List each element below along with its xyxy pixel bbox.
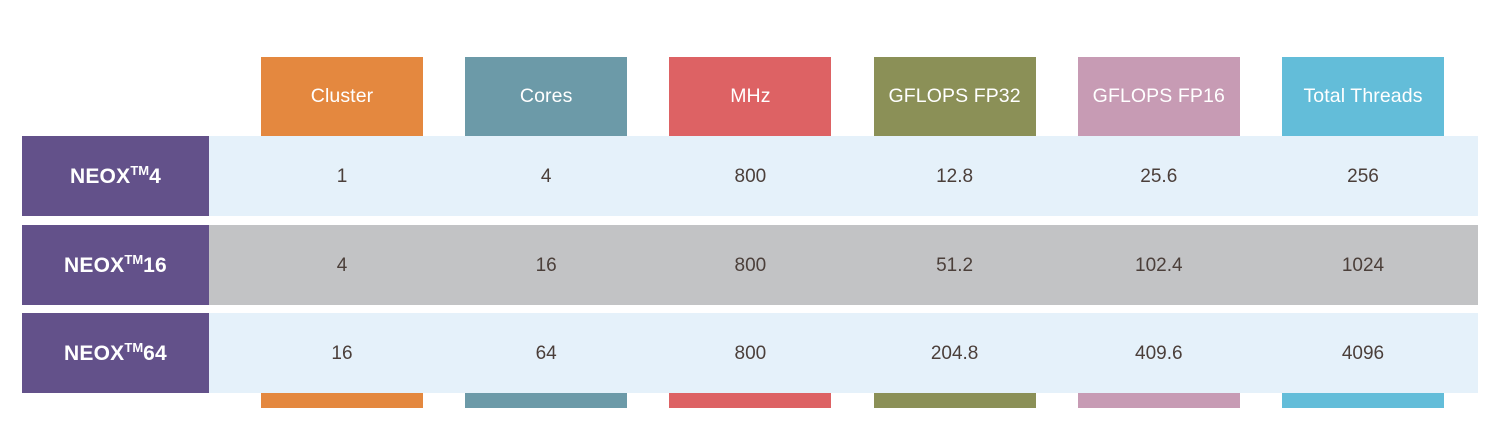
column-header-label: Cores	[519, 84, 573, 107]
trademark-mark: TM	[124, 251, 144, 267]
trademark-mark: TM	[124, 339, 144, 355]
table-cell: 800	[669, 136, 831, 216]
column-header-gflops-fp32: GFLOPS FP32	[873, 57, 1036, 160]
bottom-color-bar-gflops-fp16	[1077, 393, 1240, 408]
column-header-total-threads: Total Threads	[1282, 57, 1444, 160]
row-label-prefix: NEOX	[64, 253, 125, 277]
column-header-gflops-fp16: GFLOPS FP16	[1077, 57, 1240, 160]
table-cell-value: 16	[331, 342, 353, 364]
row-label-suffix: 64	[143, 341, 167, 365]
row-label-suffix: 16	[143, 253, 167, 277]
row-label-text: NEOXTM64	[64, 339, 167, 365]
column-header-label: GFLOPS FP32	[888, 84, 1021, 107]
table-cell: 409.6	[1078, 313, 1240, 393]
table-cell-value: 4	[336, 254, 348, 276]
table-cell: 16	[261, 313, 423, 393]
table-cell-value: 25.6	[1140, 165, 1178, 187]
table-cell-value: 12.8	[936, 165, 974, 187]
column-header-label: GFLOPS FP16	[1092, 84, 1225, 107]
table-cell-value: 102.4	[1135, 254, 1183, 276]
table-cell: 25.6	[1078, 136, 1240, 216]
bottom-color-bar-total-threads	[1282, 393, 1444, 408]
table-cell: 204.8	[874, 313, 1036, 393]
row-label-neox64: NEOXTM64	[22, 313, 209, 393]
table-row: 4 16 800 51.2 102.4 1024	[209, 225, 1478, 305]
table-row: 16 64 800 204.8 409.6 4096	[209, 313, 1478, 393]
table-cell: 1024	[1282, 225, 1444, 305]
table-cell: 4096	[1282, 313, 1444, 393]
column-header-label: MHz	[730, 84, 771, 107]
table-cell-value: 1	[336, 165, 348, 187]
table-cell-value: 800	[734, 342, 767, 364]
table-cell-value: 64	[535, 342, 557, 364]
column-header-cores: Cores	[465, 57, 628, 160]
table-cell-value: 16	[535, 254, 557, 276]
table-cell-value: 800	[734, 254, 767, 276]
table-cell-value: 4	[540, 165, 552, 187]
table-cell-value: 409.6	[1135, 342, 1183, 364]
table-cell: 256	[1282, 136, 1444, 216]
column-header-cluster: Cluster	[261, 57, 423, 160]
table-cell: 800	[669, 225, 831, 305]
table-cell: 12.8	[874, 136, 1036, 216]
trademark-mark: TM	[130, 162, 150, 178]
row-label-neox16: NEOXTM16	[22, 225, 209, 305]
table-cell: 102.4	[1078, 225, 1240, 305]
bottom-color-bar-gflops-fp32	[873, 393, 1036, 408]
column-header-mhz: MHz	[669, 57, 832, 160]
table-cell-value: 204.8	[930, 342, 979, 364]
table-cell-value: 51.2	[936, 254, 974, 276]
bottom-color-bar-mhz	[669, 393, 832, 408]
table-cell: 4	[465, 136, 627, 216]
row-label-suffix: 4	[149, 164, 161, 188]
table-cell-value: 4096	[1341, 342, 1385, 364]
column-header-label: Total Threads	[1303, 84, 1423, 107]
table-cell: 64	[465, 313, 627, 393]
table-cell-value: 256	[1347, 165, 1379, 187]
row-label-text: NEOXTM4	[69, 162, 161, 188]
row-label-neox4: NEOXTM4	[22, 136, 209, 216]
row-label-prefix: NEOX	[64, 341, 125, 365]
bottom-color-bar-cluster	[261, 393, 423, 408]
table-cell-value: 1024	[1341, 254, 1385, 276]
table-cell: 51.2	[874, 225, 1036, 305]
row-label-text: NEOXTM16	[64, 251, 167, 277]
row-label-prefix: NEOX	[69, 164, 131, 188]
table-cell: 16	[465, 225, 627, 305]
table-cell-value: 800	[734, 165, 767, 187]
table-cell: 1	[261, 136, 423, 216]
table-row: 1 4 800 12.8 25.6 256	[209, 136, 1478, 216]
column-header-label: Cluster	[310, 84, 374, 107]
table-cell: 800	[669, 313, 831, 393]
table-cell: 4	[261, 225, 423, 305]
bottom-color-bar-cores	[465, 393, 628, 408]
